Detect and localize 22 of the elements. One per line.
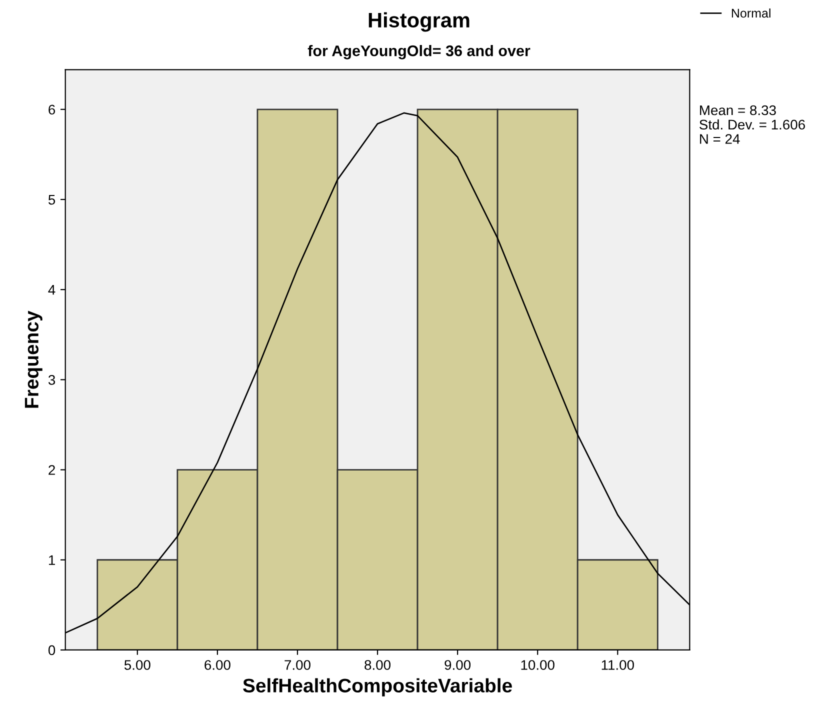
legend-label: Normal (732, 8, 770, 18)
chart-title: Histogram (368, 12, 470, 32)
x-tick-label: 6.00 (204, 660, 230, 670)
y-tick-label: 4 (48, 285, 56, 295)
chart-subtitle: for AgeYoungOld= 36 and over (308, 45, 530, 60)
x-tick-label: 11.00 (602, 660, 634, 670)
x-tick-label: 7.00 (284, 660, 310, 670)
x-tick-label: 10.00 (521, 660, 554, 670)
y-axis-title: Frequency (24, 310, 42, 408)
y-tick-label: 0 (48, 645, 56, 656)
y-tick-label: 6 (48, 104, 56, 115)
y-tick-label: 2 (48, 465, 55, 475)
text: Mean = 8.33 (700, 105, 776, 116)
x-tick-label: 5.00 (124, 660, 150, 670)
y-tick-label: 1 (48, 555, 55, 565)
x-tick-label: 8.00 (364, 660, 390, 670)
y-tick-label: 5 (48, 194, 56, 205)
text: Std. Dev. = 1.606 (700, 119, 805, 130)
y-tick-label: 3 (48, 375, 56, 385)
text: N = 24 (700, 134, 740, 144)
x-axis-title: SelfHealthCompositeVariable (243, 678, 512, 696)
x-tick-label: 9.00 (444, 660, 471, 670)
